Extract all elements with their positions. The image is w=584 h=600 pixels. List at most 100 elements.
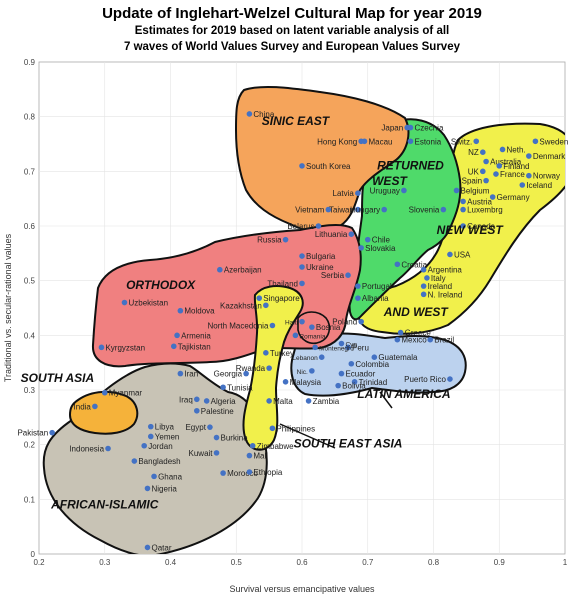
point-croatia: Croatia xyxy=(394,260,428,269)
point-mexico: Mexico xyxy=(394,336,427,345)
point-zambia: Zambia xyxy=(305,397,340,406)
point-label: Australia xyxy=(490,157,522,166)
y-tick-label: 0.9 xyxy=(24,58,36,67)
point-marker xyxy=(220,470,226,476)
point-brazil: Brazil xyxy=(427,336,454,345)
point-label: Chile xyxy=(372,236,391,245)
point-belgium: Belgium xyxy=(453,186,490,195)
point-marker xyxy=(355,283,361,289)
point-label: Spain xyxy=(462,177,482,186)
region-shape-orthodox xyxy=(91,223,362,368)
point-bolivia: Bolivia xyxy=(335,382,366,391)
point-austria: Austria xyxy=(460,197,493,206)
point-portugal: Portugal xyxy=(355,282,392,291)
point-label: Algeria xyxy=(211,397,236,406)
point-marker xyxy=(299,318,305,325)
point-marker xyxy=(318,354,325,361)
point-estonia: Estonia xyxy=(407,137,442,146)
point-label: Serbia xyxy=(321,271,345,280)
point-label: Austria xyxy=(467,197,492,206)
point-marker xyxy=(147,423,154,430)
point-label: Malta xyxy=(273,397,293,406)
x-tick-label: 0.4 xyxy=(165,558,177,567)
point-india: India xyxy=(74,402,98,411)
point-marker xyxy=(141,442,147,449)
point-marker xyxy=(105,445,111,452)
point-marker xyxy=(312,344,318,351)
point-marker xyxy=(473,138,480,145)
point-marker xyxy=(499,146,506,153)
point-canada: Canada xyxy=(460,222,496,231)
point-label: Neth. xyxy=(507,145,526,154)
point-label: Kyrgyzstan xyxy=(105,343,145,352)
point-bangladesh: Bangladesh xyxy=(131,457,181,466)
point-libya: Libya xyxy=(147,423,174,432)
point-hong-kong: Hong Kong xyxy=(317,137,364,146)
point-label: Puerto Rico xyxy=(404,375,446,384)
point-iraq: Iraq xyxy=(179,395,200,404)
point-marker xyxy=(144,485,151,492)
point-burkina: Burkina xyxy=(213,434,248,443)
data-points: China Japan Czechia Hong Kong Macau Estonia So… xyxy=(17,110,568,553)
point-marker xyxy=(263,302,269,309)
point-label: Qatar xyxy=(151,543,171,552)
point-moldova: Moldova xyxy=(177,307,215,316)
point-armenia: Armenia xyxy=(174,331,211,340)
y-tick-label: 0 xyxy=(31,550,36,559)
point-denmark: Denmark xyxy=(526,152,566,161)
point-label: Bangladesh xyxy=(138,457,180,466)
point-label: Macau xyxy=(368,137,392,146)
point-marker xyxy=(213,434,220,441)
point-vietnam: Vietnam xyxy=(295,206,332,215)
point-uzbekistan: Uzbekistan xyxy=(121,299,168,308)
point-bulgaria: Bulgaria xyxy=(299,252,336,261)
point-marker xyxy=(401,187,407,194)
point-label: Rwanda xyxy=(236,364,266,373)
point-label: Nic. xyxy=(297,369,308,376)
point-label: Sweden xyxy=(539,137,568,146)
point-georgia: Georgia xyxy=(214,370,249,379)
point-marker xyxy=(266,398,272,404)
point-label: Greece xyxy=(405,329,432,338)
point-kuwait: Kuwait xyxy=(189,449,220,458)
point-neth: Neth. xyxy=(499,145,526,154)
point-label: Nigeria xyxy=(151,484,177,493)
region-shape-new-west xyxy=(357,122,565,335)
point-marker xyxy=(98,344,105,351)
point-marker xyxy=(121,299,128,306)
point-marker xyxy=(246,111,253,117)
point-marker xyxy=(299,280,305,287)
point-marker xyxy=(151,473,157,480)
point-label: Azerbaijan xyxy=(224,266,262,275)
point-label: Kuwait xyxy=(189,449,214,458)
point-marker xyxy=(101,389,108,396)
y-tick-label: 0.4 xyxy=(24,331,36,340)
point-pakistan: Pakistan xyxy=(17,429,55,438)
point-nic: Nic. xyxy=(297,368,315,376)
point-label: Latvia xyxy=(333,189,355,198)
point-marker xyxy=(217,266,223,273)
point-hungary: Hungary xyxy=(350,206,387,215)
point-zimbabwe: Zimbabwe xyxy=(249,442,294,451)
region-shape-latin-america xyxy=(290,332,467,397)
point-australia: Australia xyxy=(483,157,522,166)
point-label: Cyp xyxy=(345,342,357,349)
point-marker xyxy=(355,206,361,213)
point-label: Colombia xyxy=(355,360,389,369)
point-philippines: Philippines xyxy=(269,424,315,433)
point-label: UK xyxy=(468,167,480,176)
point-label: Ukraine xyxy=(306,263,334,272)
point-marker xyxy=(381,206,387,213)
point-singapore: Singapore xyxy=(256,294,300,303)
point-marker xyxy=(397,329,404,336)
point-marker xyxy=(364,236,371,243)
point-marker xyxy=(447,251,453,258)
point-qatar: Qatar xyxy=(144,543,172,552)
point-label: Russia xyxy=(257,236,282,245)
point-iran: Iran xyxy=(177,370,198,379)
point-label: Slovakia xyxy=(365,244,396,253)
point-label: Argentina xyxy=(428,266,463,275)
point-label: Albania xyxy=(362,294,389,303)
point-marker xyxy=(493,171,499,177)
point-marker xyxy=(460,223,466,229)
